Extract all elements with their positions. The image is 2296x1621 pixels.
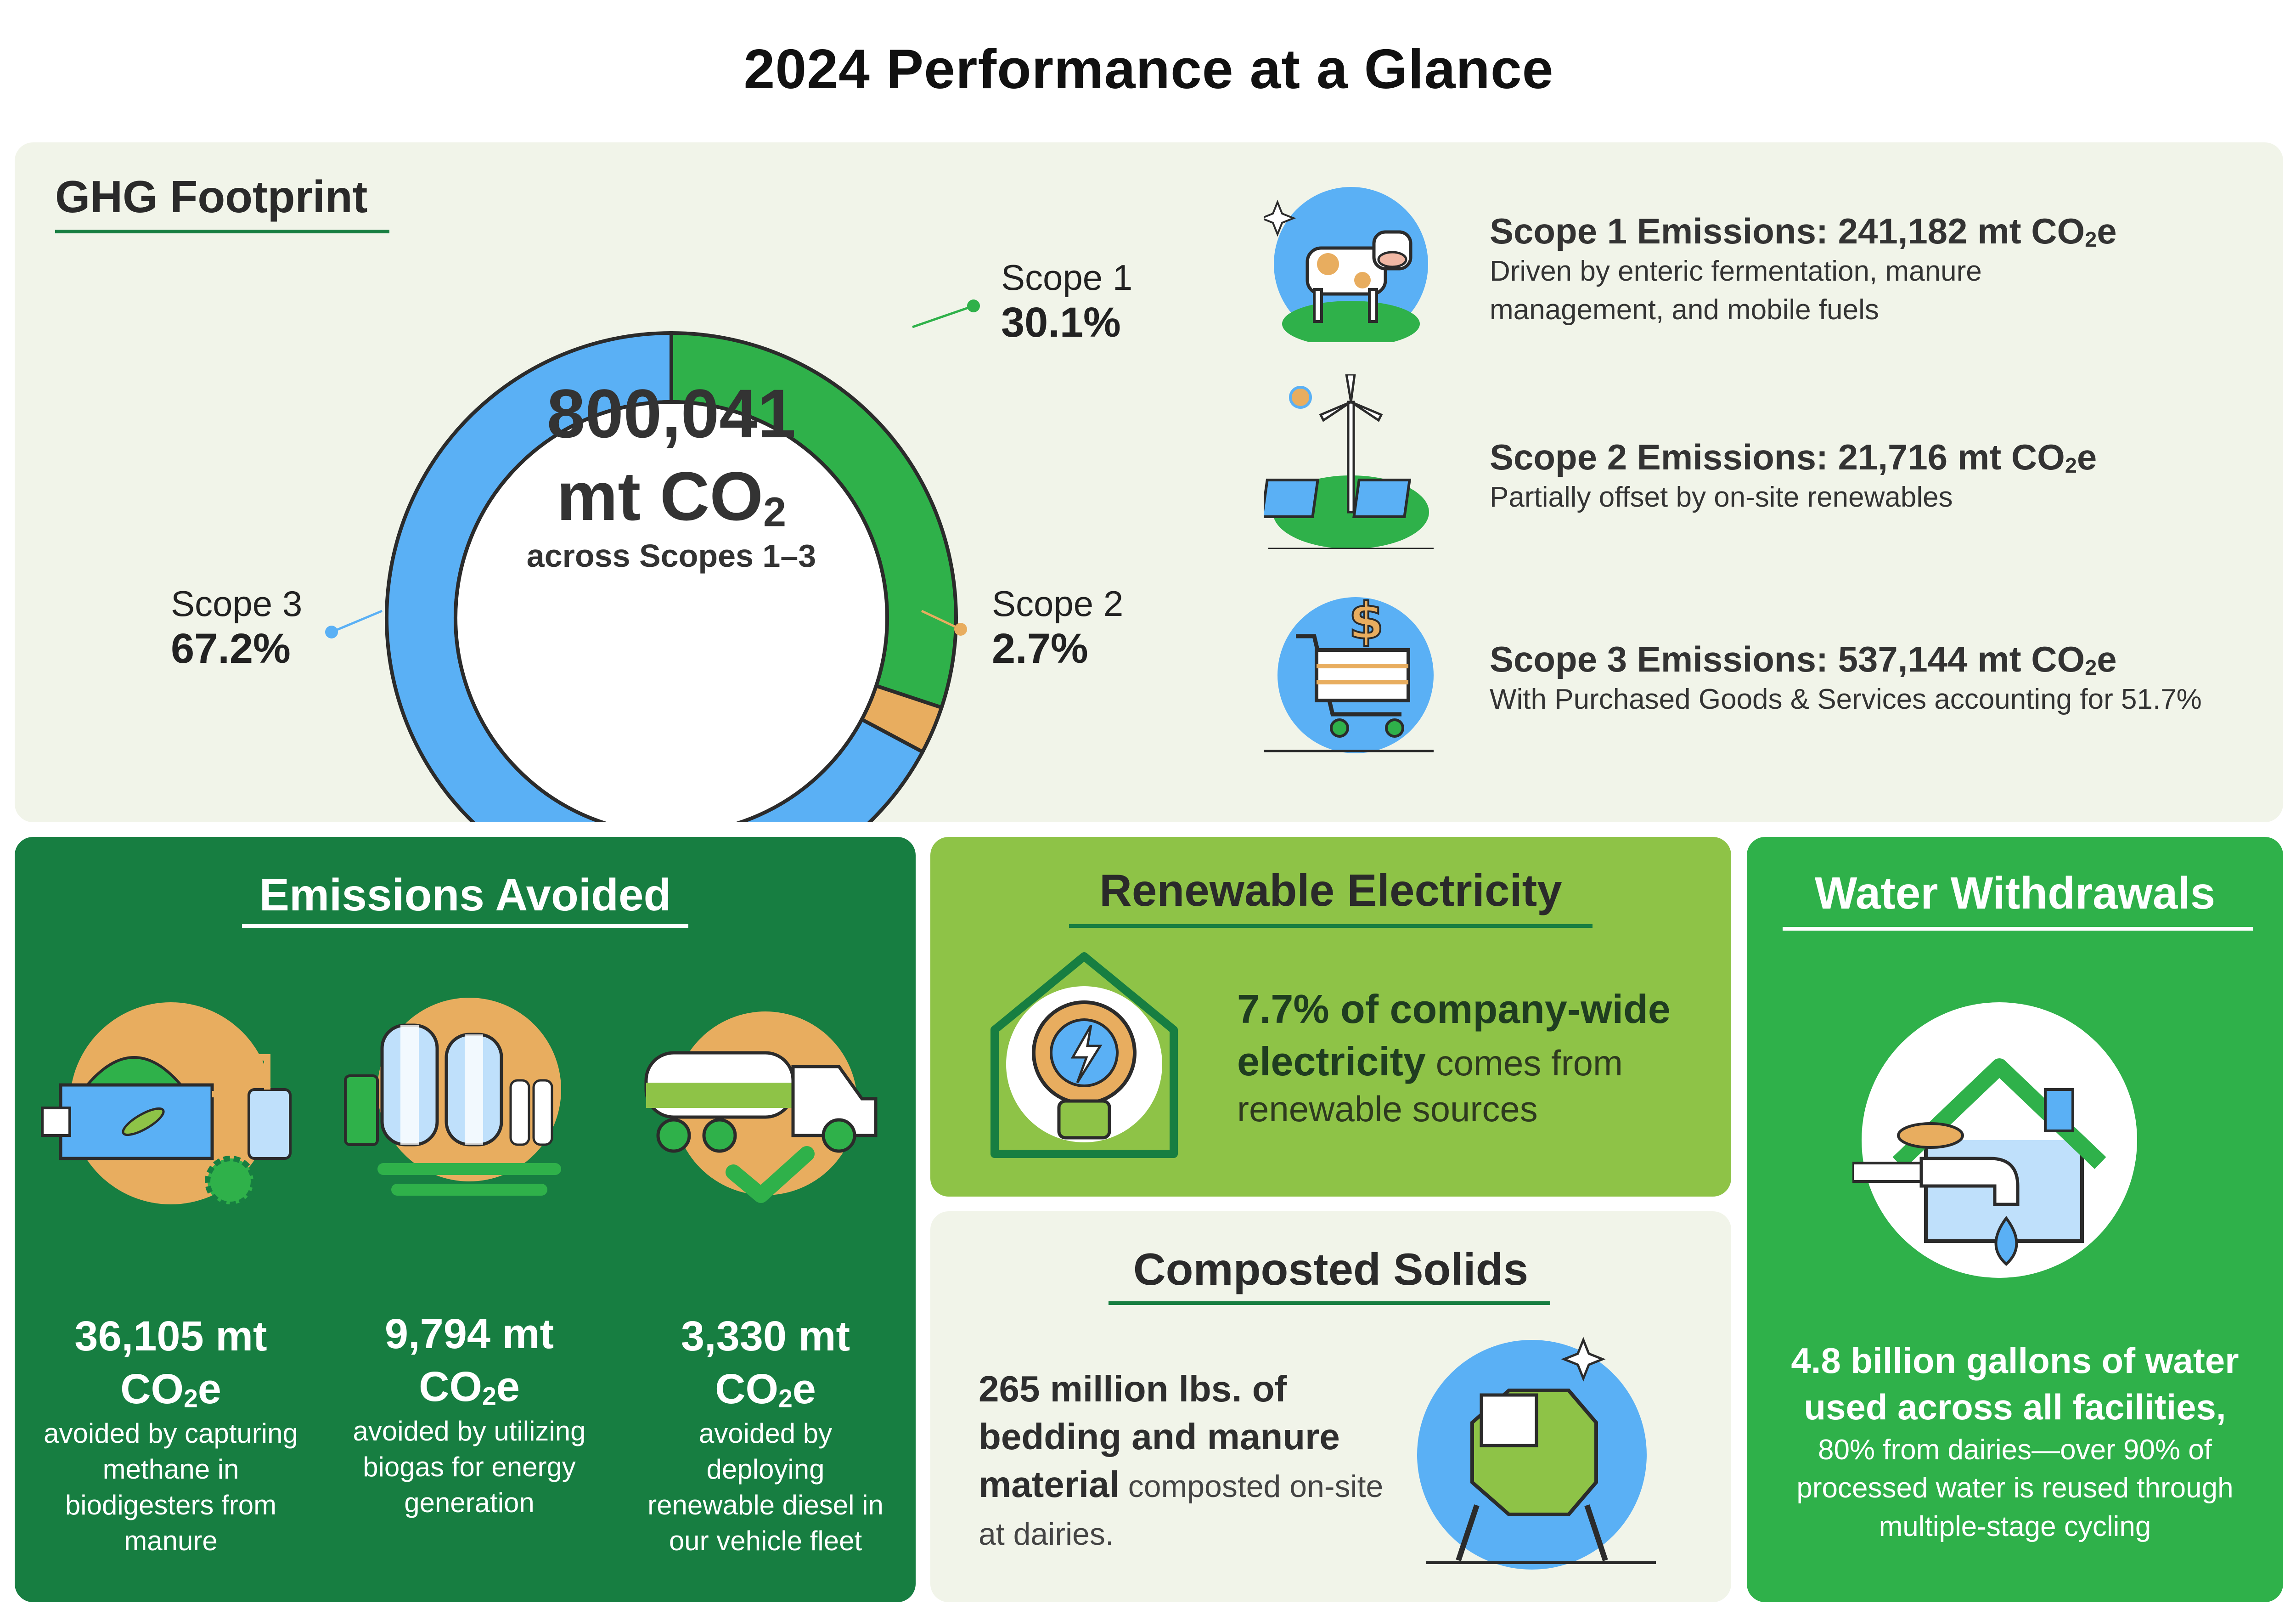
water-heading: Water Withdrawals (1814, 868, 2216, 918)
total-value: 800,041 (546, 375, 796, 452)
scope3-label: Scope 3 67.2% (171, 583, 303, 672)
avoided-3-desc: avoided by deploying renewable diesel in… (647, 1418, 884, 1556)
scope3-block: Scope 3 Emissions: 537,144 mt CO2e With … (1490, 638, 2270, 719)
composted-solids-panel: Composted Solids 265 million lbs. of bed… (930, 1211, 1731, 1602)
ghg-heading-underline (55, 230, 389, 233)
avoided-2-value: 9,794 mt (384, 1310, 554, 1357)
avoided-2-desc: avoided by utilizing biogas for energy g… (353, 1416, 586, 1518)
water-desc: 80% from dairies—over 90% of processed w… (1796, 1434, 2234, 1543)
renewable-heading-underline (1069, 924, 1593, 928)
biodigester-icon (41, 1002, 292, 1204)
compost-stat: 265 million lbs. of bedding and manure m… (979, 1368, 1384, 1552)
avoided-item-1: 36,105 mt CO2e avoided by capturing meth… (33, 1310, 309, 1559)
svg-text:$: $ (1349, 595, 1384, 650)
page-title: 2024 Performance at a Glance (743, 38, 1554, 100)
scope1-leader-dot (967, 299, 980, 312)
wind-solar-icon (1264, 374, 1434, 549)
avoided-1-unit: CO2e (120, 1366, 221, 1413)
water-stat: 4.8 billion gallons of water used across… (1791, 1340, 2239, 1428)
scope1-label: Scope 1 30.1% (1001, 257, 1133, 346)
scope2-leader-line (921, 610, 962, 631)
scope3-title: Scope 3 Emissions: 537,144 mt CO2e (1490, 639, 2117, 680)
avoided-1-desc: avoided by capturing methane in biodiges… (44, 1418, 298, 1556)
water-heading-underline (1783, 927, 2253, 931)
scope2-label: Scope 2 2.7% (992, 583, 1124, 672)
ghg-heading: GHG Footprint (55, 171, 368, 222)
water-text: 4.8 billion gallons of water used across… (1765, 1338, 2265, 1546)
compost-heading-underline (1109, 1301, 1550, 1305)
scope1-leader-line (912, 305, 974, 328)
avoided-3-unit: CO2e (715, 1366, 816, 1413)
total-unit: mt CO2 (556, 457, 787, 536)
avoided-3-value: 3,330 mt (681, 1313, 850, 1360)
biogas-tanks-icon (344, 998, 561, 1196)
renewable-text: 7.7% of company-wide electricity comes f… (1237, 983, 1719, 1130)
cow-icon (1264, 187, 1428, 342)
ghg-donut-chart (325, 299, 980, 822)
scope2-block: Scope 2 Emissions: 21,716 mt CO2e Partia… (1490, 436, 2270, 517)
tanker-truck-icon (644, 1011, 878, 1203)
avoided-1-value: 36,105 mt (74, 1313, 267, 1360)
renewable-stat: 7.7% of company-wide electricity comes f… (1237, 986, 1671, 1084)
water-withdrawals-panel: Water Withdrawals 4.8 billion gallons of… (1747, 837, 2283, 1602)
renewable-electricity-panel: Renewable Electricity 7.7% of company-wi… (930, 837, 1731, 1197)
avoided-item-2: 9,794 mt CO2e avoided by utilizing bioga… (332, 1308, 607, 1521)
donut-hole (454, 400, 889, 822)
faucet-house-icon (1852, 1002, 2137, 1278)
avoided-heading-underline (242, 924, 688, 928)
renewable-heading: Renewable Electricity (1099, 865, 1562, 915)
scope3-leader-line (331, 610, 383, 633)
scope2-title: Scope 2 Emissions: 21,716 mt CO2e (1490, 437, 2097, 478)
composter-icon (1417, 1337, 1656, 1570)
ghg-footprint-panel: GHG Footprint 800,041 mt CO2 across Scop… (15, 142, 2283, 822)
avoided-2-unit: CO2e (419, 1363, 520, 1411)
lightbulb-house-icon (990, 952, 1178, 1158)
scope3-leader-dot (325, 626, 338, 638)
scope2-desc: Partially offset by on-site renewables (1490, 481, 1953, 513)
scope1-desc: Driven by enteric fermentation, manure m… (1490, 255, 1982, 326)
scope1-block: Scope 1 Emissions: 241,182 mt CO2e Drive… (1490, 210, 2270, 329)
scope2-leader-dot (954, 623, 967, 636)
compost-heading: Composted Solids (1133, 1244, 1529, 1294)
avoided-item-3: 3,330 mt CO2e avoided by deploying renew… (628, 1310, 903, 1559)
shopping-cart-icon: $ (1264, 595, 1434, 753)
scope3-desc: With Purchased Goods & Services accounti… (1490, 683, 2202, 715)
total-caption: across Scopes 1–3 (526, 538, 816, 574)
emissions-avoided-panel: Emissions Avoided 36,105 mt CO2e (15, 837, 916, 1602)
donut-center: 800,041 mt CO2 across Scopes 1–3 (442, 372, 901, 574)
scope1-title: Scope 1 Emissions: 241,182 mt CO2e (1490, 211, 2117, 252)
renewable-line3: renewable sources (1237, 1088, 1538, 1129)
avoided-heading: Emissions Avoided (259, 870, 671, 920)
